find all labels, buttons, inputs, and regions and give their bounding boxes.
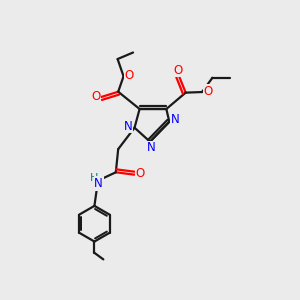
Text: H: H xyxy=(90,172,99,183)
Text: O: O xyxy=(125,69,134,82)
Text: O: O xyxy=(136,167,145,180)
Text: N: N xyxy=(124,120,132,133)
Text: O: O xyxy=(173,64,182,77)
Text: N: N xyxy=(147,141,156,154)
Text: N: N xyxy=(94,177,103,190)
Text: O: O xyxy=(91,90,100,103)
Text: O: O xyxy=(203,85,213,98)
Text: N: N xyxy=(171,113,180,126)
